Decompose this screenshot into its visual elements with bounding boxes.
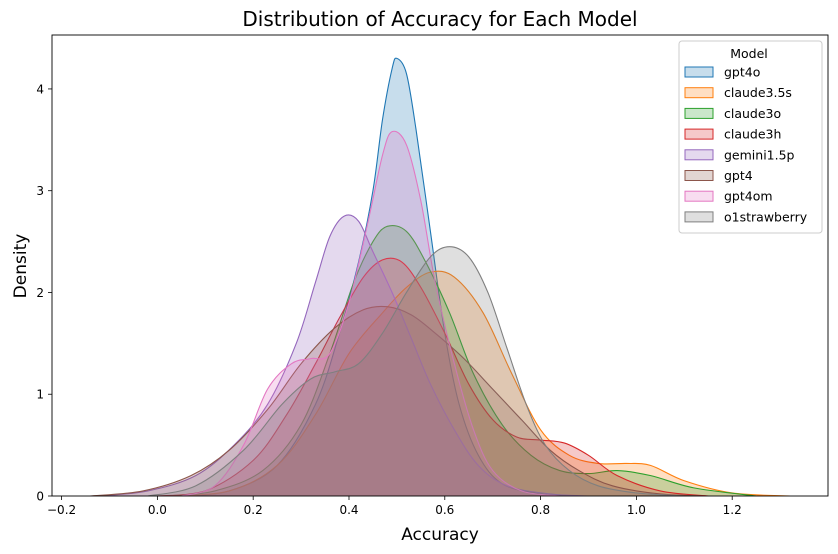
x-tick-label: 0.4 [339,503,358,517]
y-tick-label: 1 [36,388,44,402]
y-tick-label: 3 [36,184,44,198]
y-tick-label: 4 [36,82,44,96]
legend-swatch-claude3o [684,107,714,119]
x-axis-label: Accuracy [401,525,479,545]
legend-label-claude3-5s: claude3.5s [724,85,792,100]
legend-swatch-gpt4o [684,66,714,78]
chart-title: Distribution of Accuracy for Each Model [242,7,637,31]
axes-frame [51,34,829,497]
x-tick-label: 1.0 [627,503,646,517]
line-o1strawberry [147,246,685,496]
legend: Model gpt4o claude3.5s claude3o claude3h gem… [678,40,823,234]
legend-swatch-gpt4om [684,190,714,202]
legend-swatch-claude3-5s [684,87,714,99]
x-tick-label: −0.2 [47,503,76,517]
y-tick-label: 2 [36,286,44,300]
line-claude3-5s [166,270,790,496]
y-tick-label: 0 [36,490,44,504]
legend-swatch-claude3h [684,128,714,140]
x-tick-label: 0.8 [531,503,550,517]
x-tick-label: 0.6 [435,503,454,517]
area-claude3o [166,225,757,496]
legend-swatch-o1strawberry [684,211,714,223]
line-gpt4om [181,130,560,496]
y-axis-label: Density [11,234,31,299]
legend-label-gemini1-5p: gemini1.5p [724,147,795,162]
legend-label-gpt4o: gpt4o [724,65,760,80]
area-o1strawberry [147,246,685,496]
legend-swatch-gpt4 [684,170,714,181]
plot-area [90,57,790,496]
line-gpt4o [181,57,579,496]
area-gemini1-5p [99,214,589,496]
line-gemini1-5p [99,214,589,496]
legend-label-claude3o: claude3o [724,106,781,121]
legend-swatch-gemini1-5p [684,149,714,161]
legend-box [678,40,823,234]
legend-label-gpt4: gpt4 [724,168,753,183]
x-tick-label: 0.2 [244,503,263,517]
area-gpt4o [181,58,579,496]
y-axis-ticks: 0 1 2 3 4 [36,82,52,504]
legend-label-o1strawberry: o1strawberry [724,209,808,224]
line-gpt4 [90,305,709,496]
line-claude3o [166,225,757,496]
density-areas [90,57,790,496]
x-tick-label: 1.2 [723,503,742,517]
area-claude3h [157,258,709,496]
x-axis-ticks: −0.2 0.0 0.2 0.4 0.6 0.8 1.0 1.2 [47,496,742,517]
legend-label-gpt4om: gpt4om [724,189,773,204]
legend-title: Model [730,46,768,61]
legend-label-claude3h: claude3h [724,127,781,142]
line-claude3h [157,257,709,496]
x-tick-label: 0.0 [148,503,167,517]
legend-items: gpt4o claude3.5s claude3o claude3h gemini1.5… [684,65,808,224]
